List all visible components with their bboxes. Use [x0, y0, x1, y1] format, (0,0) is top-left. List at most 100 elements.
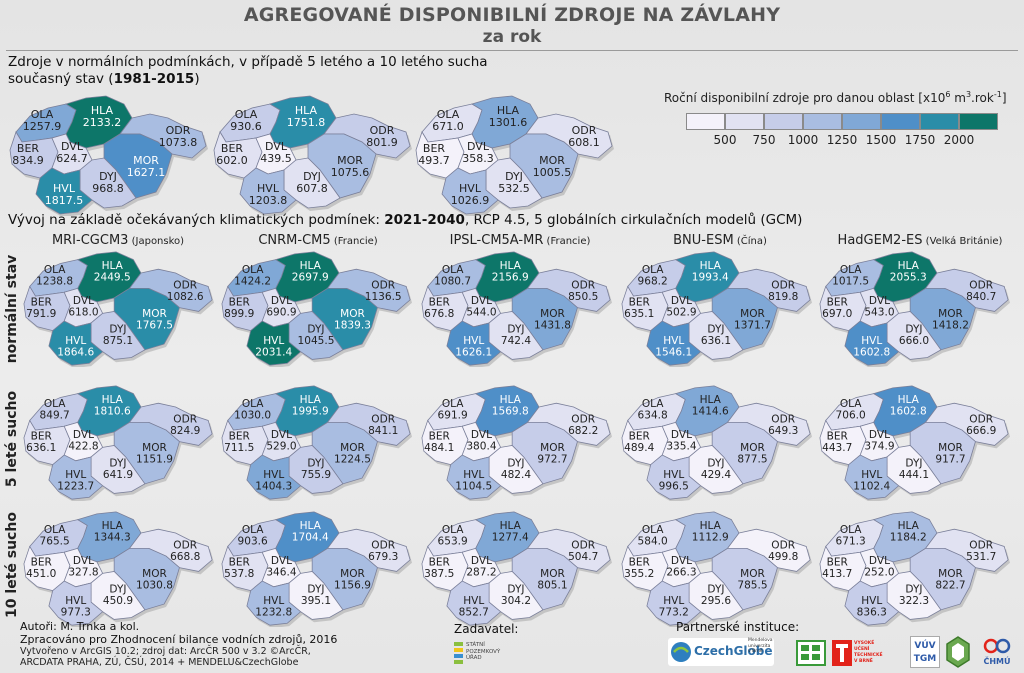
legend-swatch [764, 113, 803, 130]
footer-authors: Autoři: M. Trnka a kol. [20, 620, 140, 633]
partner-vuv-logo: VÚV TGM [910, 636, 940, 668]
region-code-label: BER [629, 297, 651, 309]
region-value-label: 482.4 [501, 469, 531, 481]
region-value-label: 1102.4 [853, 481, 890, 493]
region-code-label: HVL [861, 335, 882, 347]
region-value-label: 322.3 [899, 595, 929, 607]
region-code-label: ODR [571, 413, 595, 425]
region-value-label: 1602.8 [890, 406, 927, 418]
region-code-label: DVL [471, 555, 492, 567]
region-value-label: 1602.8 [853, 347, 890, 359]
region-hvl [446, 320, 502, 366]
region-code-label: HVL [263, 595, 284, 607]
region-value-label: 1075.6 [331, 166, 370, 179]
region-value-label: 1203.8 [249, 194, 288, 207]
region-value-label: 899.9 [224, 308, 254, 320]
region-code-label: BER [31, 297, 53, 309]
row-label: 10 leté sucho [4, 512, 20, 618]
region-value-label: 996.5 [659, 481, 689, 493]
region-value-label: 822.7 [935, 580, 965, 592]
region-value-label: 504.7 [568, 551, 598, 563]
region-value-label: 335.4 [666, 440, 696, 452]
region-value-label: 1082.6 [167, 291, 204, 303]
region-code-label: ODR [572, 124, 597, 137]
region-code-label: DYJ [507, 584, 524, 596]
region-code-label: OLA [242, 264, 264, 276]
region-code-label: HVL [463, 335, 484, 347]
region-code-label: HLA [102, 520, 124, 532]
region-code-label: MOR [740, 568, 765, 580]
region-code-label: DVL [271, 555, 292, 567]
hexagon-logo-icon [946, 636, 970, 668]
region-value-label: 666.0 [899, 335, 929, 347]
partner-hexagon-logo [946, 636, 970, 668]
region-value-label: 711.5 [224, 442, 254, 454]
region-value-label: 682.2 [568, 425, 598, 437]
region-code-label: ODR [173, 279, 197, 291]
section2-heading: Vývoj na základě očekávaných klimatickýc… [8, 212, 803, 228]
region-value-label: 537.8 [224, 568, 254, 580]
region-hvl [446, 454, 502, 500]
region-code-label: HLA [500, 394, 522, 406]
region-mor [909, 548, 976, 611]
partner-mendelu-logo [796, 640, 826, 666]
model-name: IPSL-CM5A-MR [449, 233, 544, 248]
region-value-label: 1045.5 [298, 335, 335, 347]
region-mor [511, 288, 578, 351]
region-hvl [441, 167, 499, 215]
region-code-label: HLA [102, 394, 124, 406]
region-code-label: DVL [471, 295, 492, 307]
region-value-label: 499.8 [768, 551, 798, 563]
region-hvl [246, 454, 302, 500]
region-value-label: 358.3 [462, 152, 494, 165]
region-value-label: 304.2 [501, 595, 531, 607]
legend-swatch [842, 113, 881, 130]
row-label: 5 leté sucho [4, 390, 20, 488]
model-name: BNU-ESM [673, 233, 734, 248]
region-value-label: 805.1 [537, 580, 567, 592]
region-code-label: HVL [463, 595, 484, 607]
region-code-label: DVL [61, 140, 84, 153]
region-value-label: 649.3 [768, 425, 798, 437]
region-hvl [844, 580, 900, 626]
region-code-label: MOR [142, 568, 167, 580]
region-value-label: 1817.5 [45, 194, 84, 207]
region-code-label: HLA [500, 520, 522, 532]
region-code-label: DYJ [99, 170, 117, 183]
region-code-label: HLA [500, 260, 522, 272]
region-code-label: MOR [539, 154, 565, 167]
region-value-label: 1151.9 [136, 454, 173, 466]
region-code-label: ODR [969, 539, 993, 551]
region-code-label: ODR [166, 124, 191, 137]
region-code-label: DVL [73, 555, 94, 567]
client-logo: STÁTNÍ POZEMKOVÝ ÚŘAD [454, 640, 500, 668]
region-hvl [446, 580, 502, 626]
footer-created: Vytvořeno v ArcGIS 10.2; zdroj dat: ArcČ… [20, 646, 311, 657]
legend-tick-label: 1000 [787, 133, 819, 147]
region-mor [711, 288, 778, 351]
client-label: Zadavatel: [454, 622, 519, 636]
region-code-label: HLA [898, 260, 920, 272]
region-code-label: MOR [540, 568, 565, 580]
spu-logo-icon [454, 642, 463, 664]
region-code-label: BER [229, 297, 251, 309]
region-code-label: BER [423, 142, 445, 155]
region-value-label: 1424.2 [234, 276, 271, 288]
region-code-label: HLA [497, 104, 520, 117]
legend-tick-label: 500 [713, 133, 737, 147]
region-value-label: 584.0 [638, 536, 668, 548]
region-code-label: HVL [663, 469, 684, 481]
region-code-label: MOR [740, 442, 765, 454]
region-value-label: 635.1 [624, 308, 654, 320]
region-value-label: 671.3 [836, 536, 866, 548]
region-code-label: ODR [771, 279, 795, 291]
region-value-label: 1418.2 [932, 320, 969, 332]
region-value-label: 1073.8 [159, 136, 198, 149]
region-code-label: BER [827, 297, 849, 309]
region-value-label: 489.4 [624, 442, 654, 454]
region-code-label: DYJ [109, 458, 126, 470]
region-code-label: DVL [73, 429, 94, 441]
region-code-label: BER [229, 431, 251, 443]
region-value-label: 930.6 [230, 120, 262, 133]
